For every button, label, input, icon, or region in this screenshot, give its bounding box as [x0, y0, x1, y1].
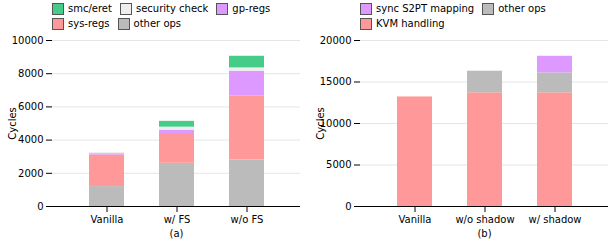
- svg-text:(a): (a): [170, 228, 184, 239]
- html-text:security check: security check: [135, 3, 209, 14]
- html-text:other ops: other ops: [133, 18, 182, 29]
- svg-text:10000: 10000: [12, 35, 44, 46]
- html-text:sys-regs: sys-regs: [68, 18, 110, 29]
- svg-text:2000: 2000: [18, 168, 43, 179]
- html-text:smc/eret: smc/eret: [68, 3, 112, 14]
- html-text:sync S2PT mapping: sync S2PT mapping: [376, 3, 475, 14]
- svg-text:w/o shadow: w/o shadow: [455, 214, 514, 225]
- html-text:other ops: other ops: [498, 3, 546, 14]
- svg-text:Cycles: Cycles: [315, 107, 326, 140]
- svg-text:Vanilla: Vanilla: [399, 214, 432, 225]
- html-text:KVM handling: KVM handling: [376, 18, 445, 29]
- svg-text:20000: 20000: [320, 35, 352, 46]
- svg-text:0: 0: [37, 201, 43, 212]
- svg-text:15000: 15000: [320, 76, 352, 87]
- svg-text:0: 0: [345, 201, 351, 212]
- svg-text:6000: 6000: [18, 101, 43, 112]
- svg-text:8000: 8000: [18, 68, 43, 79]
- svg-text:5000: 5000: [326, 159, 351, 170]
- svg-text:Vanilla: Vanilla: [91, 214, 124, 225]
- html-text:gp-regs: gp-regs: [232, 3, 271, 14]
- svg-text:w/o FS: w/o FS: [231, 214, 264, 225]
- svg-text:w/ FS: w/ FS: [164, 214, 191, 225]
- svg-text:Cycles: Cycles: [7, 107, 18, 140]
- svg-text:(b): (b): [477, 228, 491, 239]
- svg-text:10000: 10000: [319, 117, 352, 129]
- svg-text:4000: 4000: [18, 134, 43, 145]
- svg-text:w/ shadow: w/ shadow: [528, 214, 581, 225]
